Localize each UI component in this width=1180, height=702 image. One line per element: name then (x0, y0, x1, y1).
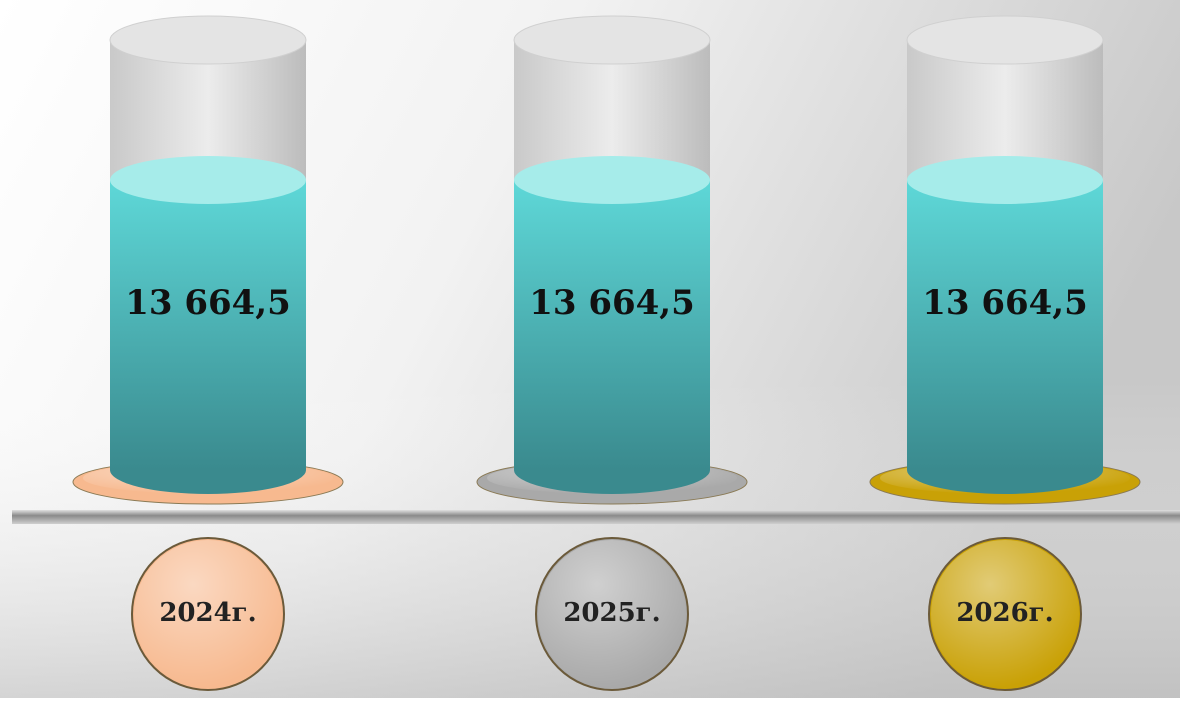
fill-top (907, 156, 1103, 204)
glass-top (513, 15, 711, 65)
fill-body (110, 180, 306, 470)
fill-body (907, 180, 1103, 470)
value-label: 13 664,5 (125, 283, 291, 323)
year-badge-shine (538, 540, 686, 688)
fill-top (110, 156, 306, 204)
fill-top (514, 156, 710, 204)
glass-top (109, 15, 307, 65)
fill-body (514, 180, 710, 470)
year-label: 2026г. (956, 598, 1053, 628)
year-label: 2025г. (563, 598, 660, 628)
value-label: 13 664,5 (529, 283, 695, 323)
cylinder-fill (514, 156, 710, 494)
cylinder-fill (907, 156, 1103, 494)
cylinder-fill (110, 156, 306, 494)
year-badge-shine (931, 540, 1079, 688)
year-label: 2024г. (159, 598, 256, 628)
year-badge-shine (134, 540, 282, 688)
value-label: 13 664,5 (922, 283, 1088, 323)
rail (12, 510, 1180, 524)
glass-top (906, 15, 1104, 65)
